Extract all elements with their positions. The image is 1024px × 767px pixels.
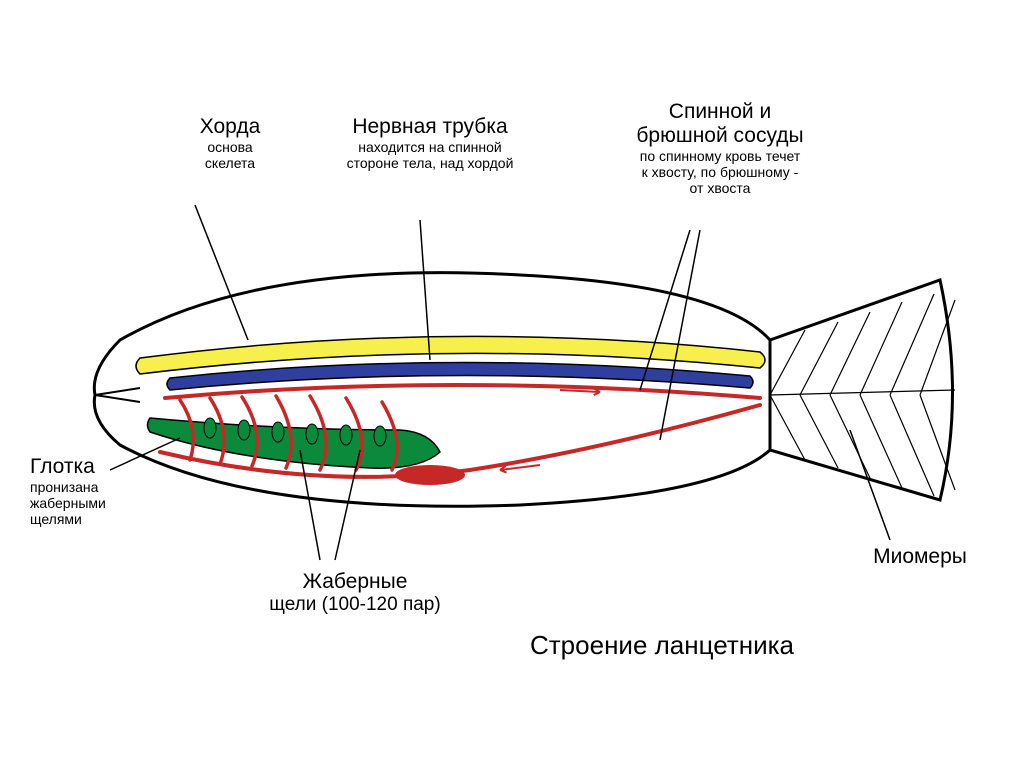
gill-slit: [374, 426, 386, 446]
label-pharynx-sub: пронизанажабернымищелями: [30, 479, 180, 527]
label-pharynx-main: Глотка: [30, 455, 180, 479]
label-vessels-main: Спинной ибрюшной сосуды: [580, 100, 860, 148]
label-neural-sub: находится на спиннойстороне тела, над хо…: [300, 139, 560, 171]
label-notochord: Хорда основаскелета: [150, 115, 310, 171]
gill-slit: [204, 418, 216, 438]
label-gill-slits: Жаберные щели (100-120 пар): [225, 570, 485, 616]
label-myomeres-main: Миомеры: [840, 545, 1000, 569]
label-pharynx: Глотка пронизанажабернымищелями: [30, 455, 180, 527]
diagram-canvas: S Хорда основаскелета Нервная трубка нах…: [0, 0, 1024, 767]
label-vessels-sub: по спинному кровь течетк хвосту, по брюш…: [580, 148, 860, 196]
gill-slit: [306, 424, 318, 444]
diagram-title: Строение ланцетника: [530, 630, 794, 661]
gill-slit: [272, 422, 284, 442]
label-neural-main: Нервная трубка: [300, 115, 560, 139]
label-gill-sub: щели (100-120 пар): [225, 594, 485, 616]
label-gill-main: Жаберные: [225, 570, 485, 594]
label-notochord-main: Хорда: [150, 115, 310, 139]
ventral-bulge: [395, 465, 465, 485]
label-notochord-sub: основаскелета: [150, 139, 310, 171]
label-myomeres: Миомеры: [840, 545, 1000, 569]
gill-slit: [340, 425, 352, 445]
label-vessels: Спинной ибрюшной сосуды по спинному кров…: [580, 100, 860, 197]
gill-slit: [238, 420, 250, 440]
label-neural-tube: Нервная трубка находится на спиннойсторо…: [300, 115, 560, 171]
